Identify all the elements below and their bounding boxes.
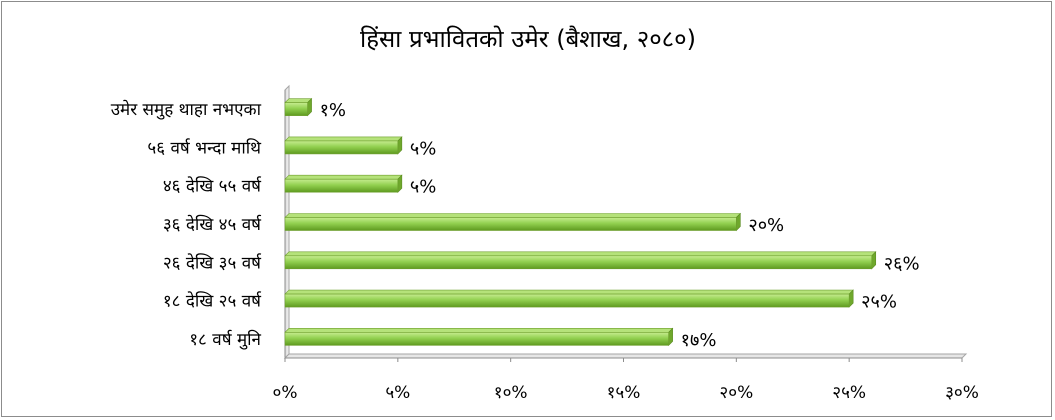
- bar: [284, 178, 399, 193]
- bar-top: [284, 136, 403, 142]
- x-tick-label: ५%: [385, 383, 410, 403]
- x-tick-label: १५%: [607, 383, 641, 403]
- x-tick-label: ०%: [273, 383, 298, 403]
- bar-top: [284, 98, 313, 103]
- data-label: १७%: [681, 330, 717, 351]
- category-label: १८ वर्ष मुनि: [189, 329, 261, 350]
- bar: [284, 255, 873, 270]
- bar-top: [284, 328, 674, 333]
- category-label: ३६ देखि ४५ वर्ष: [163, 214, 262, 235]
- x-tick-label: ३०%: [945, 383, 979, 403]
- bar-top: [284, 289, 854, 295]
- bar: [284, 140, 399, 155]
- category-label: ४६ देखि ५५ वर्ष: [163, 176, 262, 197]
- bar: [284, 217, 737, 231]
- data-label: १%: [320, 100, 346, 121]
- x-tick-label: २५%: [832, 383, 866, 403]
- chart-title: हिंसा प्रभावितको उमेर (बैशाख, २०८०): [360, 25, 696, 53]
- data-label: २५%: [861, 292, 897, 313]
- category-label: १८ देखि २५ वर्ष: [163, 291, 262, 312]
- bar: [284, 293, 850, 308]
- data-label: २६%: [884, 253, 920, 274]
- plot-area: ०% ५% १०% १५% २०% २५% ३०% उमेर समुह थाहा नभएका १…: [111, 84, 979, 403]
- x-axis-floor: [283, 353, 968, 359]
- bar-top: [284, 251, 877, 257]
- x-tick-label: २०%: [719, 383, 753, 403]
- data-label: २०%: [748, 215, 784, 236]
- data-label: ५%: [410, 177, 436, 198]
- bar-top: [284, 174, 403, 180]
- category-label: उमेर समुह थाहा नभएका: [111, 99, 262, 120]
- bar-top: [284, 213, 742, 218]
- bar: [284, 332, 669, 346]
- data-label: ५%: [410, 138, 436, 159]
- category-label: ५६ वर्ष भन्दा माथि: [147, 137, 262, 158]
- category-label: २६ देखि ३५ वर्ष: [163, 252, 262, 273]
- x-tick-label: १०%: [494, 383, 528, 403]
- bar: [284, 102, 308, 116]
